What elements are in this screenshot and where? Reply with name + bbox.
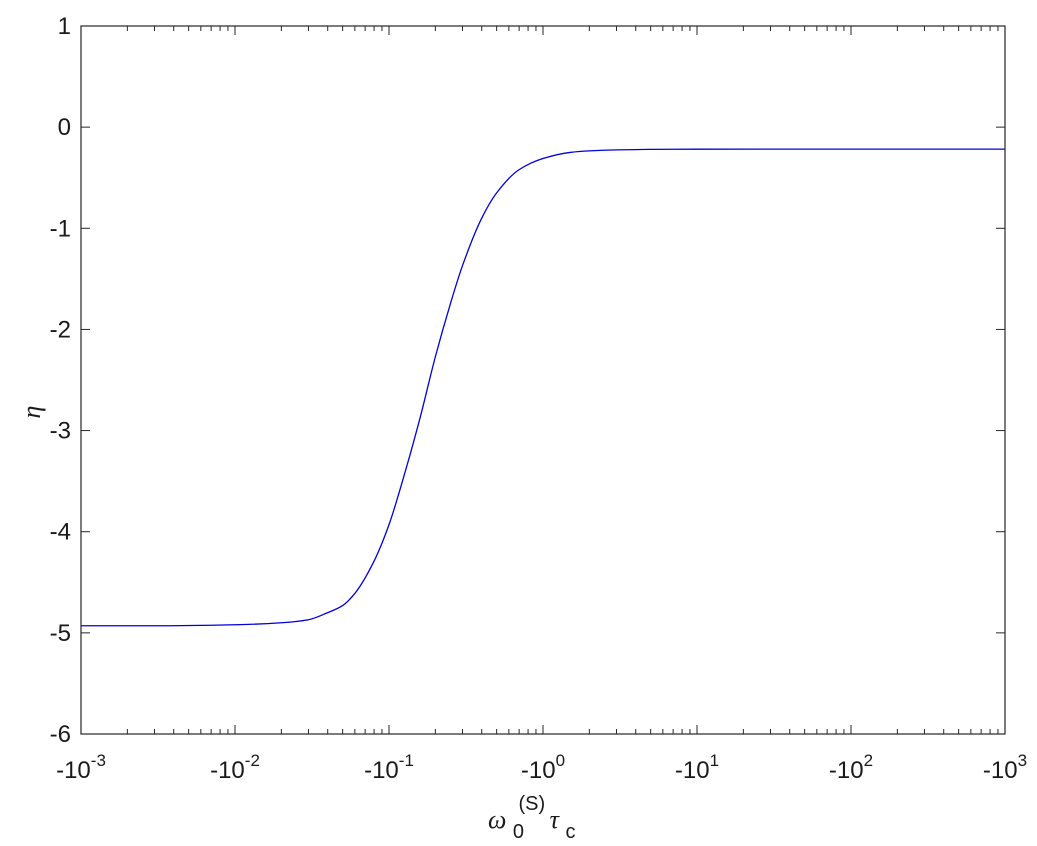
x-tick-label: -10-2 [210,751,260,784]
x-tick-label: -10-3 [56,751,106,784]
x-minor-ticks [126,26,999,734]
y-tick-label: 1 [58,13,71,40]
plot-frame [80,25,1006,735]
major-ticks [80,25,1006,735]
x-axis-label-tau: τ [550,805,561,834]
y-axis-label: η [17,406,46,419]
x-axis-label-omega: ω [488,805,506,834]
x-tick-label: -10-1 [364,751,414,784]
x-tick-label: -102 [829,751,873,784]
y-tick-label: -4 [50,519,71,546]
x-tick-label: -103 [983,751,1027,784]
x-axis-label: ω 0 (S) τ c [488,787,575,844]
x-tick-label: -100 [521,751,565,784]
y-tick-label: -2 [50,316,71,343]
y-tick-label: -6 [50,721,71,748]
y-tick-label: 0 [58,114,71,141]
x-axis-label-sub1: 0 [513,821,524,843]
series-line [81,148,1005,627]
x-axis-label-sub2: c [565,821,575,843]
x-tick-label: -101 [675,751,719,784]
y-tick-label: -3 [50,418,71,445]
x-axis-label-sup: (S) [518,793,545,815]
y-tick-label: -5 [50,620,71,647]
y-tick-labels: 1 0 -1 -2 -3 -4 -5 -6 [50,13,71,748]
x-tick-labels: -10-3 -10-2 -10-1 -100 -101 -102 -103 [56,751,1027,784]
y-tick-label: -1 [50,215,71,242]
